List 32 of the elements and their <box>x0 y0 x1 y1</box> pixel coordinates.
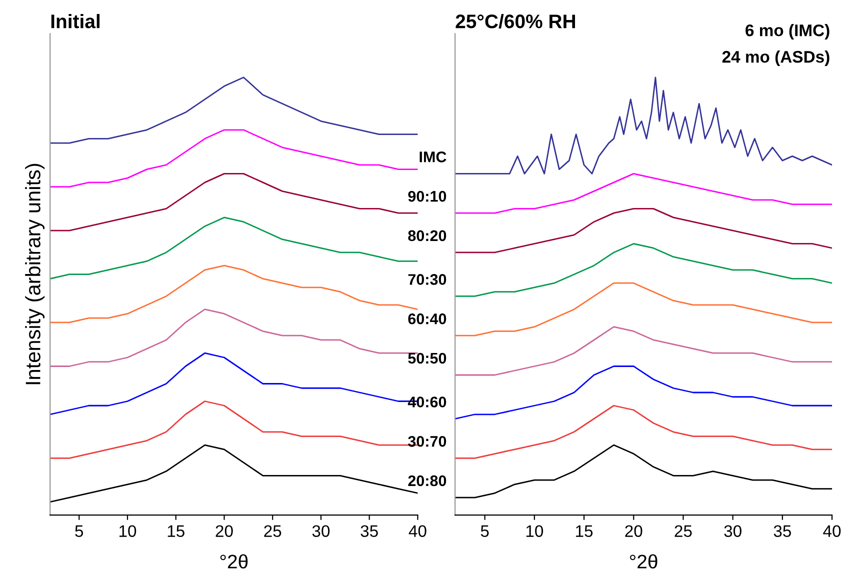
text: 6 mo (IMC) <box>746 24 830 40</box>
series-label: 60:40 <box>408 313 446 324</box>
x-tick-label: 10 <box>119 525 136 538</box>
text: 24 mo (ASDs) <box>722 50 830 66</box>
x-tick-label: 40 <box>408 525 426 538</box>
series-label: 20:80 <box>408 475 446 486</box>
x-tick-label: 30 <box>312 525 330 538</box>
x-axis-title: °2θ <box>630 554 658 568</box>
x-tick-label: 25 <box>264 525 282 538</box>
x-tick-label: 35 <box>774 525 791 538</box>
chart-title: 25°C/60% RH <box>456 14 576 28</box>
series-label: 80:20 <box>408 230 446 242</box>
x-tick-label: 10 <box>526 525 544 538</box>
x-tick-label: 5 <box>75 525 84 538</box>
x-axis-title: °2θ <box>220 554 248 568</box>
x-tick-label: 35 <box>360 525 378 538</box>
x-tick-label: 40 <box>823 525 841 538</box>
x-tick-label: 20 <box>216 525 233 538</box>
series-label: 50:50 <box>408 352 446 364</box>
y-axis-title: Intensity (arbitrary units) <box>25 164 45 384</box>
x-tick-label: 5 <box>480 525 489 538</box>
series-label: 40:60 <box>408 396 446 408</box>
x-tick-label: 15 <box>168 525 184 538</box>
series-label: 30:70 <box>408 436 446 447</box>
chart-title: Initial <box>51 14 100 28</box>
series-label: IMC <box>420 152 446 162</box>
x-tick-label: 25 <box>674 525 692 538</box>
x-tick-label: 20 <box>625 525 642 538</box>
series-label: 90:10 <box>408 190 446 202</box>
x-tick-label: 15 <box>576 525 593 538</box>
series-label: 70:30 <box>408 274 446 285</box>
x-tick-label: 30 <box>724 525 742 538</box>
